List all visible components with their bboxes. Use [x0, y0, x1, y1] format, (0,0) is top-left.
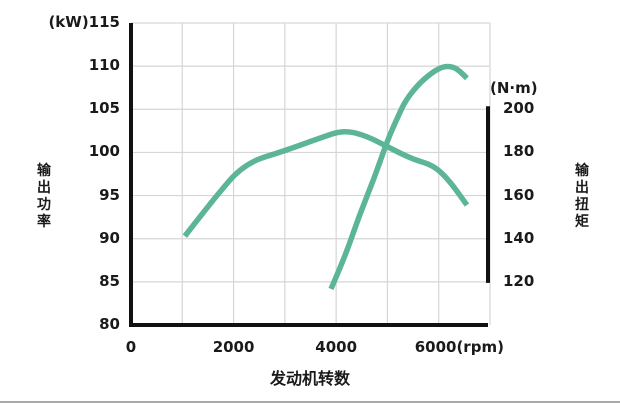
right-tick-label: 200: [503, 99, 535, 118]
x-tick-label: 6000(rpm): [414, 338, 504, 356]
left-tick-label: 110: [88, 56, 120, 75]
right-axis-unit: (N·m): [490, 79, 538, 97]
x-tick-label: 2000: [212, 338, 255, 356]
right-tick-label: 140: [503, 228, 535, 247]
left-tick-label: (kW)115: [48, 13, 120, 31]
axes: [129, 23, 490, 327]
bottom-divider: [0, 401, 620, 403]
torque-curve: [328, 63, 469, 291]
data-curves: [182, 63, 470, 291]
left-tick-label: 105: [88, 99, 120, 118]
x-tick-label: 0: [125, 338, 137, 356]
left-tick-label: 95: [99, 185, 120, 204]
x-tick-label: 4000: [315, 338, 358, 356]
x-axis-title: 发动机转数: [270, 369, 351, 388]
right-tick-label: 180: [503, 142, 535, 161]
left-axis-title: 输出功率: [37, 163, 51, 230]
right-axis-title: 输出扭矩: [575, 163, 589, 230]
right-tick-label: 160: [503, 185, 535, 204]
left-tick-label: 90: [99, 228, 120, 247]
left-tick-label: 100: [88, 142, 120, 161]
power-curve: [182, 128, 470, 238]
left-tick-label: 80: [99, 315, 120, 333]
right-tick-label: 120: [503, 271, 535, 290]
left-tick-label: 85: [99, 271, 120, 290]
